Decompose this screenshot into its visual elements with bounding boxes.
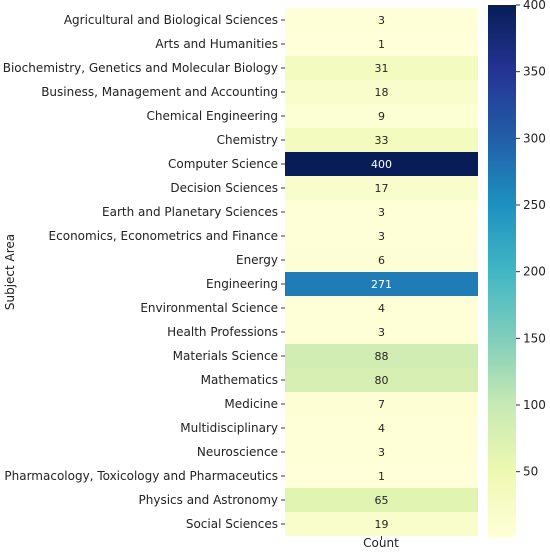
heatmap-cell: [285, 392, 478, 416]
colorbar-ticks: 50 100 150 200 250 300 350 400: [516, 0, 546, 479]
cell-value-label: 3: [378, 206, 385, 219]
heatmap-cell: [285, 224, 478, 248]
cell-value-label: 3: [378, 326, 385, 339]
heatmap-cell: [285, 176, 478, 200]
y-tick-label: Medicine: [224, 397, 278, 411]
y-tick-label: Environmental Science: [140, 301, 278, 315]
colorbar: [488, 5, 516, 537]
cell-value-label: 33: [375, 134, 389, 147]
heatmap-cell: [285, 8, 478, 32]
y-tick-label: Biochemistry, Genetics and Molecular Bio…: [3, 61, 278, 75]
cell-value-label: 65: [375, 494, 389, 507]
heatmap-cell: [285, 344, 478, 368]
y-tick-label: Energy: [236, 253, 278, 267]
colorbar-tick-label: 400: [523, 0, 546, 12]
cell-value-label: 18: [375, 86, 389, 99]
y-axis-label: Subject Area: [3, 234, 17, 310]
colorbar-tick-label: 150: [523, 331, 546, 345]
colorbar-tick-label: 250: [523, 198, 546, 212]
cell-value-label: 271: [371, 278, 392, 291]
x-tick-label-count: Count: [363, 536, 399, 550]
y-tick-label: Earth and Planetary Sciences: [102, 205, 278, 219]
y-tick-label: Mathematics: [201, 373, 278, 387]
heatmap-cell: [285, 464, 478, 488]
heatmap-cell: [285, 320, 478, 344]
heatmap-cell: [285, 200, 478, 224]
colorbar-tick-label: 50: [523, 465, 538, 479]
colorbar-tick-label: 350: [523, 65, 546, 79]
y-tick-label: Chemical Engineering: [147, 109, 279, 123]
heatmap-cell: [285, 416, 478, 440]
y-tick-label: Health Professions: [167, 325, 278, 339]
y-tick-label: Multidisciplinary: [180, 421, 278, 435]
colorbar-tick-label: 300: [523, 131, 546, 145]
y-tick-label: Computer Science: [168, 157, 278, 171]
cell-value-label: 4: [378, 422, 385, 435]
cell-value-label: 3: [378, 230, 385, 243]
cell-value-label: 1: [378, 38, 385, 51]
colorbar-tick-label: 200: [523, 265, 546, 279]
cell-value-label: 80: [375, 374, 389, 387]
subject-area-labels: Agricultural and Biological Sciences Arts…: [3, 13, 285, 531]
y-tick-label: Neuroscience: [197, 445, 278, 459]
heatmap-cell: [285, 440, 478, 464]
heatmap-cell: [285, 104, 478, 128]
y-tick-label: Agricultural and Biological Sciences: [64, 13, 278, 27]
cell-value-label: 3: [378, 446, 385, 459]
heatmap-cell: [285, 368, 478, 392]
heatmap-cell: [285, 152, 478, 176]
heatmap-cell: [285, 272, 478, 296]
y-tick-label: Materials Science: [173, 349, 278, 363]
cell-value-label: 400: [371, 158, 392, 171]
y-tick-label: Chemistry: [217, 133, 278, 147]
cell-value-label: 6: [378, 254, 385, 267]
cell-value-label: 7: [378, 398, 385, 411]
y-tick-label: Decision Sciences: [170, 181, 278, 195]
y-tick-label: Social Sciences: [186, 517, 278, 531]
colorbar-tick-label: 100: [523, 398, 546, 412]
heatmap-cell: [285, 128, 478, 152]
cell-value-label: 1: [378, 470, 385, 483]
heatmap-cell: [285, 248, 478, 272]
cell-value-label: 88: [375, 350, 389, 363]
heatmap-cell: [285, 80, 478, 104]
cell-value-label: 17: [375, 182, 389, 195]
heatmap-cell: [285, 488, 478, 512]
cell-value-label: 31: [375, 62, 389, 75]
cell-value-label: 3: [378, 14, 385, 27]
heatmap-cell: [285, 32, 478, 56]
heatmap-cell: [285, 296, 478, 320]
cell-value-label: 9: [378, 110, 385, 123]
y-tick-label: Business, Management and Accounting: [41, 85, 278, 99]
y-tick-label: Economics, Econometrics and Finance: [49, 229, 278, 243]
cell-value-label: 19: [375, 518, 389, 531]
y-tick-label: Pharmacology, Toxicology and Pharmaceuti…: [4, 469, 278, 483]
y-tick-label: Engineering: [206, 277, 278, 291]
y-tick-label: Physics and Astronomy: [139, 493, 279, 507]
heatmap-cell: [285, 56, 478, 80]
cell-value-label: 4: [378, 302, 385, 315]
y-tick-label: Arts and Humanities: [155, 37, 278, 51]
heatmap-cell: [285, 512, 478, 536]
